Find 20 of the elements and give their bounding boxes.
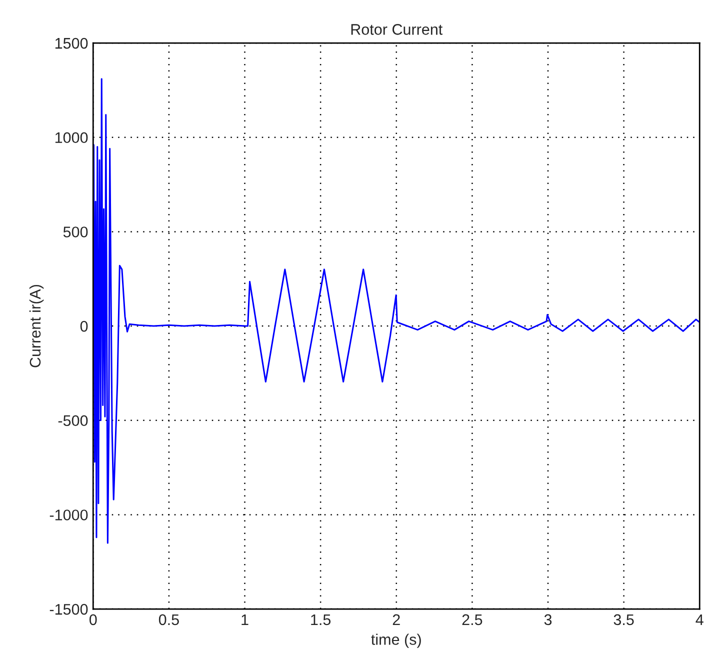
x-tick-label: 2.5 [462, 614, 482, 626]
x-tick-label: 0.5 [158, 614, 179, 626]
line-series [93, 78, 700, 544]
x-tick-label: 1 [242, 614, 248, 625]
x-tick-label: 0 [89, 614, 97, 626]
y-tick-label: 1500 [55, 38, 88, 49]
x-tick-label: 3.5 [614, 614, 634, 626]
x-axis-title: time (s) [371, 634, 421, 648]
x-tick-label: 2 [392, 614, 400, 625]
chart-title: Rotor Current [351, 24, 443, 35]
y-tick-label: 500 [63, 226, 88, 238]
y-tick-label: 0 [80, 320, 88, 332]
y-axis-title: Current ir(A) [29, 284, 44, 368]
y-tick-label: -1500 [50, 604, 88, 615]
x-tick-label: 1.5 [311, 614, 331, 626]
x-tick-label: 4 [696, 614, 704, 625]
y-tick-label: 1000 [55, 132, 88, 144]
y-tick-label: -1000 [50, 510, 88, 520]
x-tick-label: 3 [544, 614, 552, 626]
y-tick-label: -500 [58, 415, 88, 426]
